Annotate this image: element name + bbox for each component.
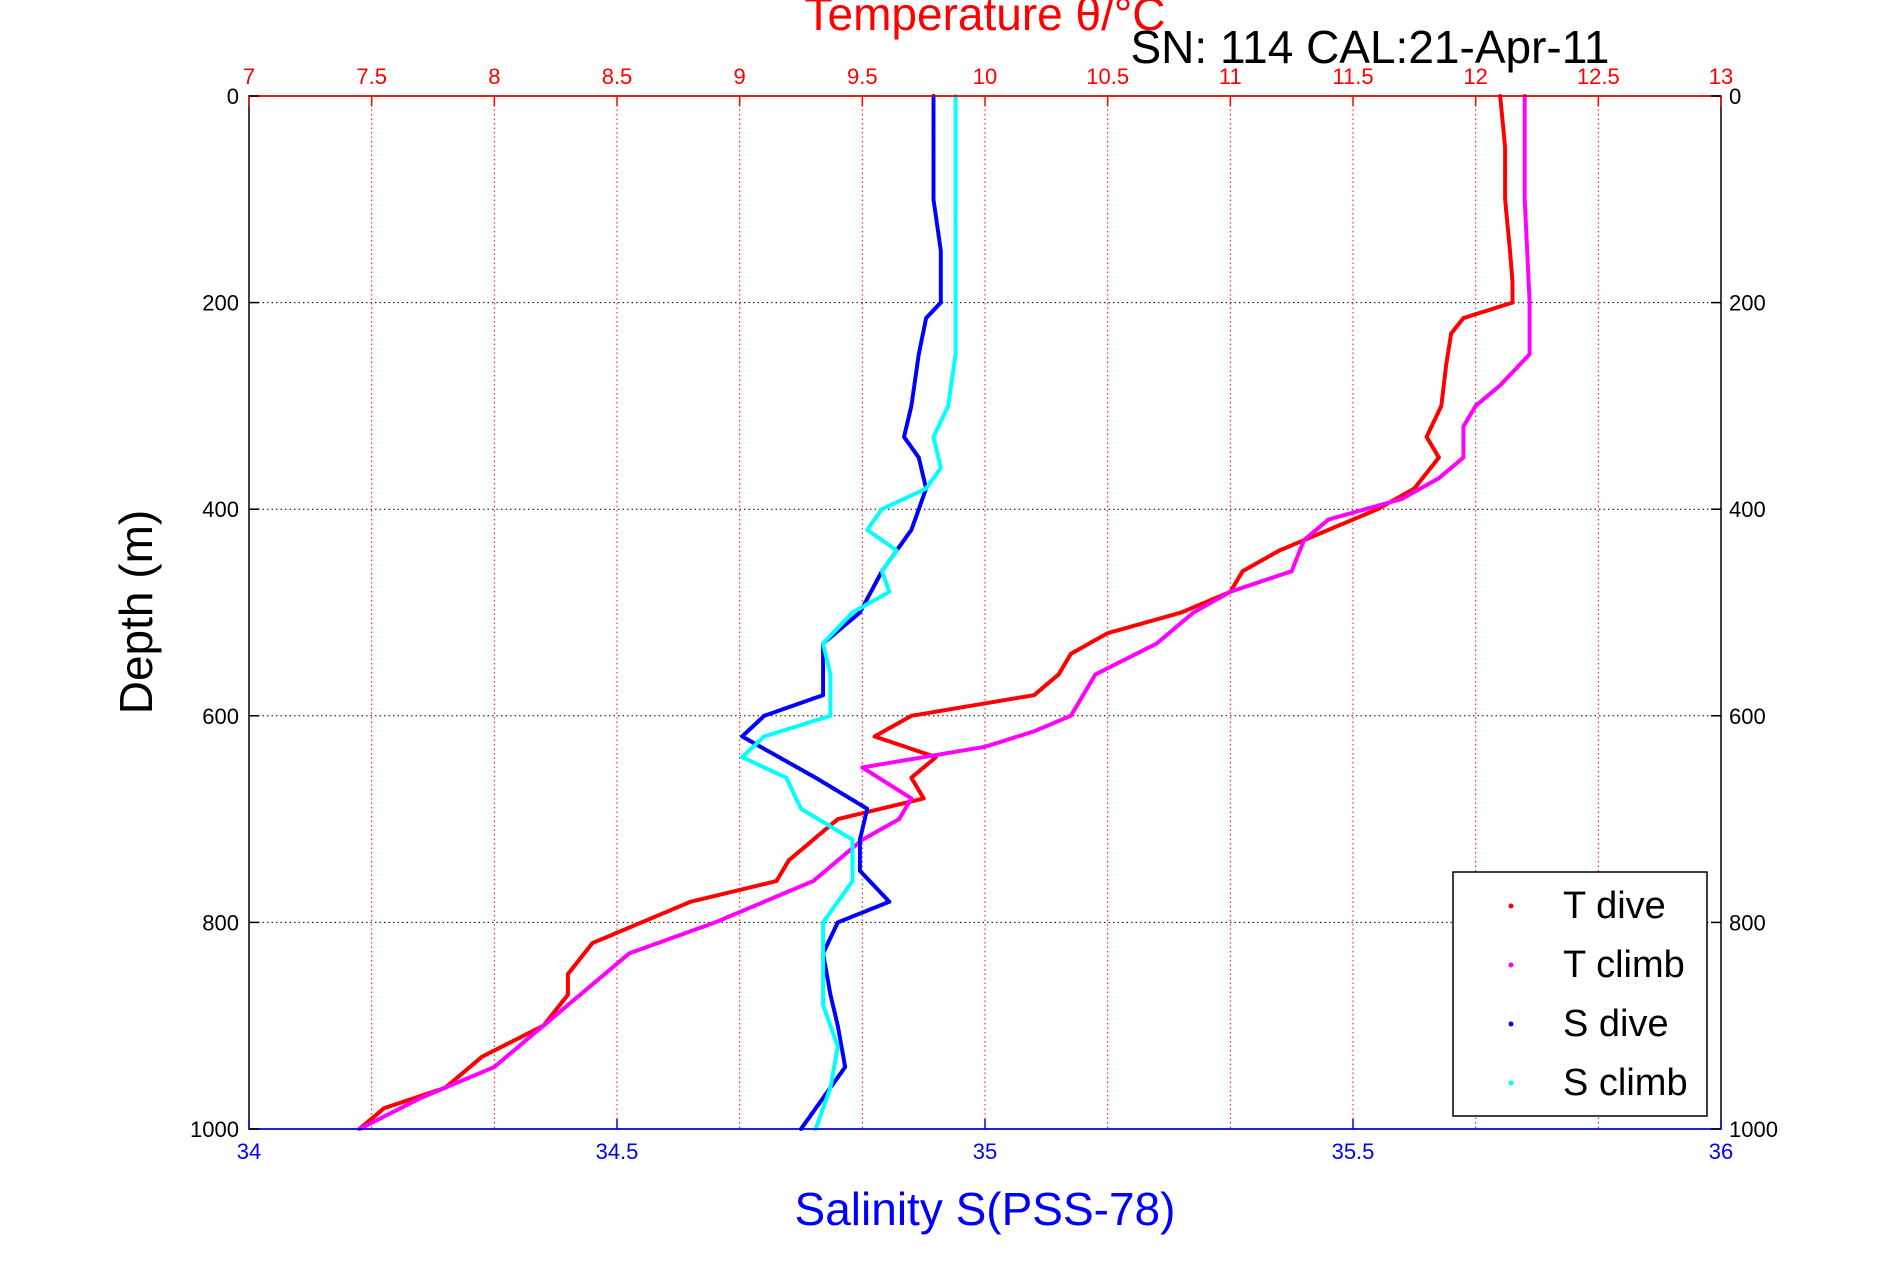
x-axis-label-bottom: Salinity S(PSS-78) — [795, 1183, 1176, 1235]
temperature-tick-label: 7 — [243, 64, 255, 89]
temperature-tick-label: 9 — [734, 64, 746, 89]
axis-ticks: 7 7.5 8 8.5 9 9.5 10 10.5 11 11.5 12 12.5 13 34 34.5 35… — [190, 64, 1778, 1164]
depth-tick-label-left: 1000 — [190, 1117, 239, 1142]
depth-tick-label-right: 600 — [1729, 704, 1766, 729]
salinity-tick-label: 34.5 — [596, 1139, 639, 1164]
legend-label-t-dive: T dive — [1563, 885, 1666, 927]
legend-label-s-dive: S dive — [1563, 1003, 1669, 1045]
depth-tick-label-left: 800 — [202, 910, 239, 935]
depth-tick-label-right: 400 — [1729, 497, 1766, 522]
legend-marker-s-dive — [1508, 1021, 1514, 1027]
temperature-tick-label: 12 — [1463, 64, 1487, 89]
temperature-tick-label: 8.5 — [602, 64, 633, 89]
depth-tick-label-right: 200 — [1729, 291, 1766, 316]
temperature-tick-label: 10 — [973, 64, 997, 89]
temperature-tick-label: 11.5 — [1332, 64, 1373, 89]
legend-marker-s-climb — [1508, 1080, 1514, 1086]
series-s-climb — [740, 94, 958, 1131]
depth-tick-label-left: 600 — [202, 704, 239, 729]
depth-tick-label-right: 0 — [1729, 84, 1741, 109]
temperature-tick-label: 8 — [488, 64, 500, 89]
legend-label-s-climb: S climb — [1563, 1062, 1688, 1104]
depth-tick-label-right: 1000 — [1729, 1117, 1778, 1142]
chart-subtitle: SN: 114 CAL:21-Apr-11 — [1131, 21, 1610, 73]
salinity-tick-label: 35 — [973, 1139, 997, 1164]
legend-box — [1452, 871, 1708, 1117]
depth-tick-label-left: 400 — [202, 497, 239, 522]
series-t-climb — [357, 94, 1532, 1131]
salinity-tick-label: 35.5 — [1332, 1139, 1375, 1164]
legend-marker-t-climb — [1508, 962, 1514, 968]
temperature-tick-label: 10.5 — [1086, 64, 1129, 89]
temperature-tick-label: 11 — [1219, 64, 1242, 89]
salinity-tick-label: 34 — [237, 1139, 261, 1164]
legend: T dive T climb S dive S climb — [1452, 871, 1708, 1117]
temperature-tick-label: 9.5 — [847, 64, 878, 89]
temperature-tick-label: 12.5 — [1577, 64, 1620, 89]
depth-tick-label-left: 0 — [227, 84, 239, 109]
salinity-tick-label: 36 — [1709, 1139, 1733, 1164]
temperature-tick-label: 7.5 — [356, 64, 387, 89]
depth-tick-label-left: 200 — [202, 291, 239, 316]
depth-tick-label-right: 800 — [1729, 910, 1766, 935]
data-series — [357, 94, 1532, 1131]
y-axis-label: Depth (m) — [110, 510, 162, 714]
legend-marker-t-dive — [1508, 903, 1514, 909]
temperature-tick-label: 13 — [1709, 64, 1733, 89]
chart-title: Temperature θ/°C — [805, 0, 1166, 40]
legend-label-t-climb: T climb — [1563, 944, 1685, 986]
